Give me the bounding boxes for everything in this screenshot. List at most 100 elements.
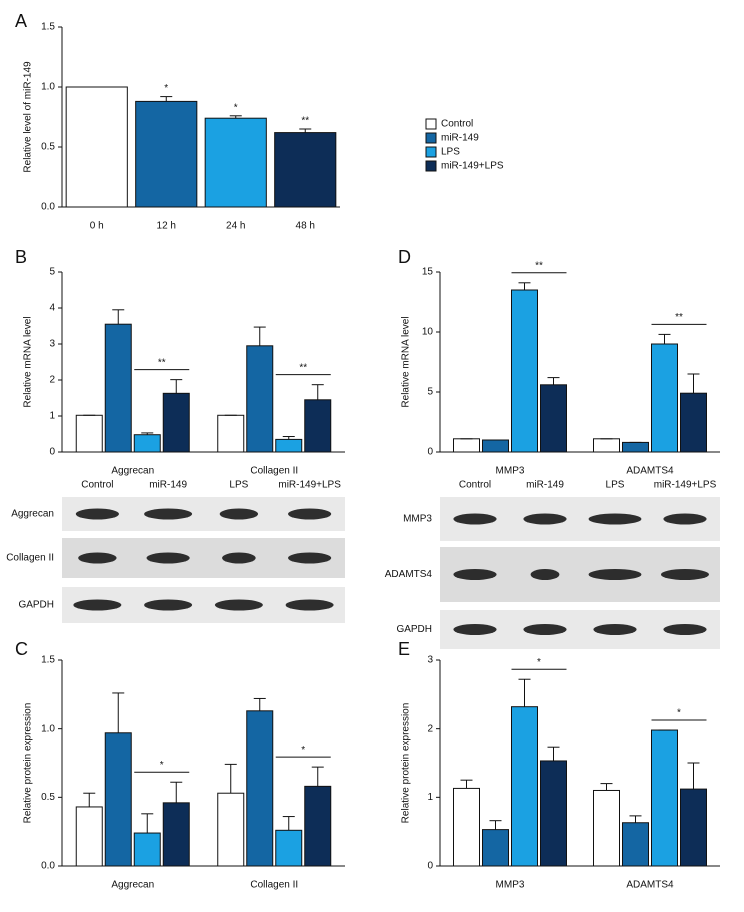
x-tick-label: 0 h: [90, 221, 104, 232]
y-axis-label: Relative mRNA level: [23, 316, 34, 407]
y-tick-label: 0: [427, 447, 433, 458]
y-tick-label: 5: [427, 387, 433, 398]
bar: [275, 438, 303, 453]
blot-band: [222, 552, 256, 564]
x-tick-label: ADAMTS4: [626, 880, 674, 891]
blot-band: [588, 513, 642, 525]
blot-band: [144, 508, 193, 520]
y-tick-label: 3: [49, 339, 55, 350]
significance: *: [234, 102, 238, 113]
blot-row-label: MMP3: [403, 514, 432, 525]
blot-column-label: miR-149: [526, 480, 564, 491]
bar: [204, 117, 267, 208]
blot-column-label: Control: [459, 480, 491, 491]
bar: [680, 788, 707, 867]
y-tick-label: 10: [422, 327, 434, 338]
bar: [133, 434, 161, 453]
blot-row-label: GAPDH: [396, 624, 432, 635]
bar: [135, 100, 198, 208]
blot-band: [75, 508, 119, 520]
blot-band: [593, 624, 637, 635]
bar: [453, 787, 480, 867]
panel-letter: B: [15, 247, 27, 267]
x-tick-label: Collagen II: [250, 466, 298, 477]
bar: [540, 384, 567, 453]
y-axis-label: Relative protein expression: [401, 703, 412, 824]
y-axis-label: Relative protein expression: [23, 703, 34, 824]
bar: [511, 706, 538, 867]
significance: **: [158, 357, 166, 368]
y-axis-label: Relative level of miR-149: [23, 61, 34, 173]
panel-letter: A: [15, 11, 27, 31]
bar: [651, 343, 678, 453]
blot-column-label: miR-149+LPS: [654, 480, 717, 491]
y-tick-label: 2: [49, 375, 55, 386]
y-tick-label: 15: [422, 267, 434, 278]
bar: [622, 441, 649, 453]
bar: [622, 822, 649, 867]
bar: [304, 785, 332, 867]
blot-band: [663, 624, 707, 635]
y-tick-label: 1: [427, 792, 433, 803]
bar: [104, 323, 132, 453]
bar: [274, 132, 337, 208]
blot-band: [78, 552, 117, 564]
blot-column-label: LPS: [229, 480, 248, 491]
blot-row-label: Aggrecan: [11, 509, 54, 520]
blot-band: [288, 508, 332, 520]
y-tick-label: 0.0: [41, 861, 55, 872]
blot-band: [453, 569, 497, 580]
bar: [246, 710, 274, 867]
bar: [217, 792, 245, 867]
legend-label: LPS: [441, 147, 460, 158]
significance: **: [675, 312, 683, 323]
bar: [511, 289, 538, 453]
blot-band: [453, 624, 497, 635]
significance: **: [301, 116, 309, 127]
blot-column-label: Control: [81, 480, 113, 491]
y-axis-label: Relative mRNA level: [401, 316, 412, 407]
y-tick-label: 0.5: [41, 142, 55, 153]
legend-label: miR-149: [441, 133, 479, 144]
blot-band: [523, 513, 567, 525]
blot-row-label: ADAMTS4: [385, 569, 433, 580]
bar: [75, 414, 103, 453]
y-tick-label: 0.5: [41, 792, 55, 803]
blot-column-label: miR-149: [149, 480, 187, 491]
bar: [482, 439, 509, 453]
blot-column-label: LPS: [606, 480, 625, 491]
bar: [217, 414, 245, 453]
significance: *: [164, 83, 168, 94]
legend-swatch: [425, 132, 437, 144]
bar: [133, 832, 161, 867]
significance: **: [535, 260, 543, 271]
bar: [304, 399, 332, 453]
blot-band: [523, 624, 567, 635]
x-tick-label: 48 h: [296, 221, 315, 232]
significance: *: [301, 745, 305, 756]
x-tick-label: Collagen II: [250, 880, 298, 891]
blot-band: [214, 599, 263, 611]
y-tick-label: 0: [49, 447, 55, 458]
blot-column-label: miR-149+LPS: [278, 480, 341, 491]
bar: [162, 802, 190, 867]
bar: [162, 392, 190, 453]
x-tick-label: Aggrecan: [111, 466, 154, 477]
bar: [593, 438, 620, 453]
legend-label: miR-149+LPS: [441, 161, 504, 172]
x-tick-label: ADAMTS4: [626, 466, 674, 477]
significance: *: [677, 708, 681, 719]
y-tick-label: 1.0: [41, 723, 55, 734]
bar: [275, 829, 303, 867]
bar: [651, 729, 678, 867]
significance: *: [160, 760, 164, 771]
x-tick-label: 12 h: [157, 221, 176, 232]
blot-band: [73, 599, 122, 611]
blot-row-label: GAPDH: [18, 600, 54, 611]
legend-swatch: [425, 118, 437, 130]
bar: [104, 732, 132, 867]
panel-letter: C: [15, 639, 28, 659]
bar: [246, 345, 274, 453]
blot-band: [588, 569, 642, 580]
blot-band: [453, 513, 497, 525]
